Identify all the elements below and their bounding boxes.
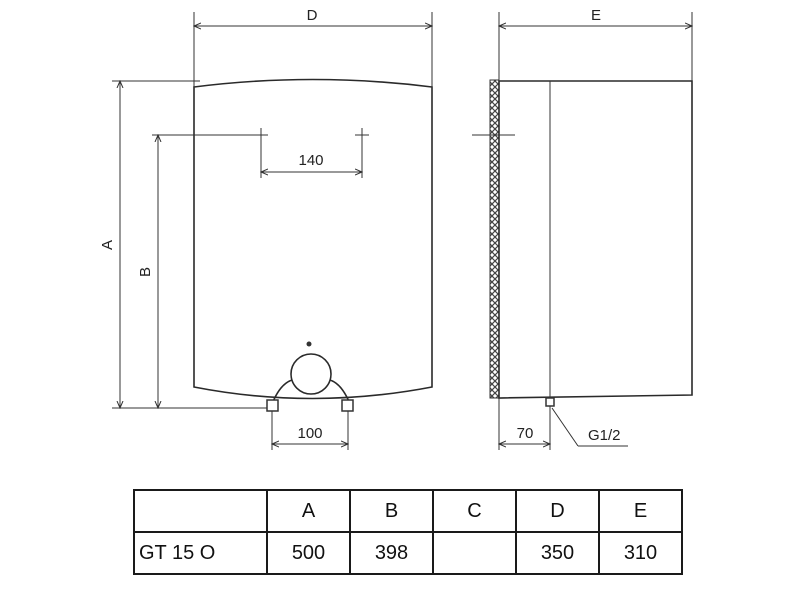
- spacing-140-label: 140: [298, 152, 323, 169]
- side-view: E 70 G1/2: [472, 7, 692, 450]
- heater-body-front: [193, 78, 433, 400]
- table-header-cell: E: [598, 489, 683, 533]
- model-name-cell: GT 15 O: [133, 531, 268, 575]
- dimension-b-label: B: [137, 267, 154, 277]
- thread-callout: G1/2: [551, 407, 628, 447]
- table-header-cell: A: [266, 489, 351, 533]
- dimension-e-label: E: [591, 7, 601, 24]
- dimension-d: D: [194, 7, 432, 87]
- table-cell: 350: [515, 531, 600, 575]
- dimension-table: A B C D E GT 15 O 500 398 350 310: [133, 489, 683, 575]
- table-cell: 398: [349, 531, 434, 575]
- technical-drawing: D A B 140: [99, 7, 800, 450]
- dimension-e: E: [499, 7, 692, 81]
- table-header-row: A B C D E: [133, 489, 683, 533]
- table-cell: [432, 531, 517, 575]
- table-row: GT 15 O 500 398 350 310: [133, 531, 683, 575]
- front-view: D A B 140: [99, 7, 432, 450]
- table-cell: 500: [266, 531, 351, 575]
- dimension-a: A: [99, 81, 272, 408]
- mounting-points: 140: [254, 128, 369, 178]
- pipe-left: [266, 399, 279, 412]
- pipe-offset: 70: [499, 397, 555, 450]
- offset-70-label: 70: [517, 425, 534, 442]
- wall-hatch: [489, 79, 500, 399]
- pipe-right: [341, 399, 354, 412]
- thermostat-assembly: 100: [266, 341, 354, 450]
- dimension-b: B: [137, 135, 268, 408]
- table-header-cell: D: [515, 489, 600, 533]
- dimension-a-label: A: [99, 240, 116, 250]
- table-header-cell: [133, 489, 268, 533]
- thermostat-dial: [290, 353, 332, 395]
- table-header-cell: C: [432, 489, 517, 533]
- table-cell: 310: [598, 531, 683, 575]
- table-header-cell: B: [349, 489, 434, 533]
- heater-body-side: [498, 80, 693, 399]
- dimension-d-label: D: [307, 7, 318, 24]
- thread-label: G1/2: [588, 427, 621, 444]
- spacing-100-label: 100: [297, 425, 322, 442]
